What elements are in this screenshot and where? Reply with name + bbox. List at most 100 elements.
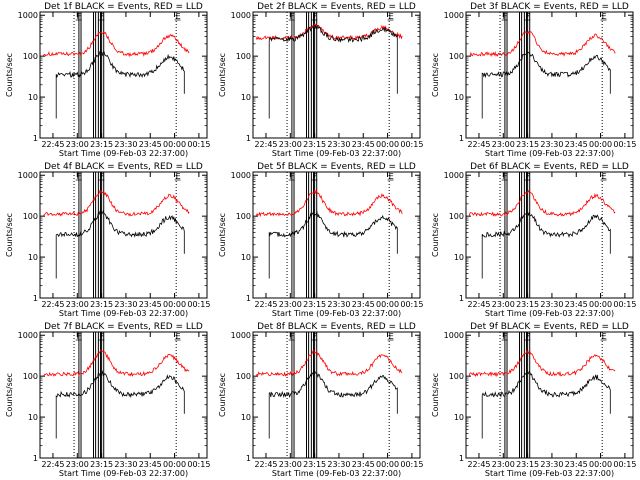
segment-marker: E bbox=[389, 172, 394, 181]
y-axis-label: Counts/sec bbox=[431, 213, 440, 257]
y-tick-label: 1 bbox=[33, 454, 38, 463]
segment-marker: F bbox=[99, 332, 104, 341]
x-tick-label: 23:45 bbox=[139, 300, 162, 309]
y-tick-label: 1 bbox=[33, 134, 38, 143]
y-tick-label: 100 bbox=[23, 212, 38, 221]
x-tick-label: 23:15 bbox=[516, 140, 539, 149]
y-tick-label: 1000 bbox=[444, 171, 464, 180]
x-tick-label: 22:45 bbox=[467, 140, 490, 149]
segment-marker: F bbox=[290, 332, 295, 341]
x-tick-label: 23:30 bbox=[114, 300, 137, 309]
panel-title: Det 2f BLACK = Events, RED = LLD bbox=[257, 2, 416, 12]
y-axis-label: Counts/sec bbox=[218, 373, 227, 417]
segment-marker: F bbox=[503, 12, 508, 21]
y-tick-label: 1000 bbox=[231, 331, 251, 340]
x-tick-label: 23:30 bbox=[327, 460, 350, 469]
plot-frame bbox=[39, 11, 208, 139]
x-tick-label: 22:45 bbox=[467, 300, 490, 309]
segment-marker: F bbox=[77, 12, 82, 21]
events-series-line bbox=[55, 210, 185, 279]
x-tick-label: 23:15 bbox=[303, 140, 326, 149]
segment-marker: E bbox=[602, 332, 607, 341]
events-series-line bbox=[268, 369, 398, 439]
lld-series-line bbox=[42, 31, 190, 58]
x-axis-label: Start Time (09-Feb-03 22:37:00) bbox=[485, 149, 614, 158]
x-tick-label: 00:15 bbox=[613, 300, 636, 309]
segment-marker: F bbox=[312, 12, 317, 21]
detector-panel-5: Det 5f BLACK = Events, RED = LLD 1 10 100 10… bbox=[218, 162, 423, 318]
x-tick-label: 22:45 bbox=[254, 460, 277, 469]
x-tick-label: 23:00 bbox=[66, 460, 89, 469]
y-axis-label: Counts/sec bbox=[218, 53, 227, 97]
x-tick-label: 23:45 bbox=[352, 300, 375, 309]
y-tick-label: 100 bbox=[449, 372, 464, 381]
x-tick-label: 23:15 bbox=[516, 460, 539, 469]
x-tick-label: 00:00 bbox=[163, 460, 186, 469]
lld-series-line bbox=[42, 349, 190, 377]
y-tick-label: 100 bbox=[23, 372, 38, 381]
x-tick-label: 23:15 bbox=[90, 460, 113, 469]
y-tick-label: 1 bbox=[246, 294, 251, 303]
x-tick-label: 00:00 bbox=[589, 300, 612, 309]
detector-panel-9: Det 9f BLACK = Events, RED = LLD 1 10 100 10… bbox=[431, 322, 636, 478]
segment-marker: F bbox=[503, 332, 508, 341]
y-tick-label: 10 bbox=[28, 93, 38, 102]
x-tick-label: 22:45 bbox=[41, 300, 64, 309]
x-tick-label: 00:00 bbox=[376, 140, 399, 149]
y-tick-label: 1000 bbox=[444, 331, 464, 340]
x-tick-label: 00:15 bbox=[187, 300, 210, 309]
y-tick-label: 100 bbox=[236, 372, 251, 381]
x-tick-label: 23:15 bbox=[303, 300, 326, 309]
plot-frame bbox=[252, 331, 421, 459]
x-tick-label: 23:45 bbox=[565, 140, 588, 149]
y-tick-label: 1000 bbox=[18, 11, 38, 20]
y-axis-label: Counts/sec bbox=[431, 373, 440, 417]
plot-frame bbox=[465, 331, 634, 459]
detector-panel-1: Det 1f BLACK = Events, RED = LLD 1 10 100 10… bbox=[5, 2, 210, 158]
x-tick-label: 23:30 bbox=[540, 140, 563, 149]
x-tick-label: 23:00 bbox=[66, 300, 89, 309]
x-tick-label: 00:15 bbox=[400, 140, 423, 149]
segment-marker: E bbox=[602, 172, 607, 181]
y-tick-label: 1 bbox=[459, 454, 464, 463]
panel-title: Det 9f BLACK = Events, RED = LLD bbox=[470, 322, 629, 332]
segment-marker: F bbox=[312, 332, 317, 341]
lld-series-line bbox=[42, 189, 190, 217]
y-tick-label: 1000 bbox=[231, 11, 251, 20]
panel-title: Det 4f BLACK = Events, RED = LLD bbox=[44, 162, 203, 172]
segment-marker: E bbox=[176, 332, 181, 341]
x-tick-label: 23:00 bbox=[66, 140, 89, 149]
y-tick-label: 10 bbox=[241, 93, 251, 102]
plot-frame bbox=[252, 171, 421, 299]
x-tick-label: 23:45 bbox=[139, 460, 162, 469]
x-tick-label: 00:00 bbox=[589, 460, 612, 469]
y-axis-label: Counts/sec bbox=[218, 213, 227, 257]
y-axis-label: Counts/sec bbox=[5, 53, 14, 97]
segment-marker: F bbox=[99, 172, 104, 181]
y-tick-label: 100 bbox=[23, 52, 38, 61]
x-tick-label: 22:45 bbox=[41, 140, 64, 149]
lld-series-line bbox=[255, 189, 403, 218]
x-tick-label: 23:30 bbox=[327, 300, 350, 309]
y-axis-label: Counts/sec bbox=[431, 53, 440, 97]
x-axis-label: Start Time (09-Feb-03 22:37:00) bbox=[59, 149, 188, 158]
y-tick-label: 1000 bbox=[444, 11, 464, 20]
y-tick-label: 10 bbox=[28, 413, 38, 422]
x-axis-label: Start Time (09-Feb-03 22:37:00) bbox=[272, 469, 401, 478]
plot-frame bbox=[252, 11, 421, 139]
x-tick-label: 00:15 bbox=[613, 460, 636, 469]
segment-marker: F bbox=[312, 172, 317, 181]
x-tick-label: 23:00 bbox=[279, 300, 302, 309]
segment-marker: F bbox=[77, 172, 82, 181]
x-tick-label: 23:15 bbox=[90, 140, 113, 149]
x-tick-label: 00:15 bbox=[187, 460, 210, 469]
plot-frame bbox=[39, 331, 208, 459]
y-tick-label: 100 bbox=[449, 52, 464, 61]
x-tick-label: 23:30 bbox=[114, 460, 137, 469]
detector-panel-7: Det 7f BLACK = Events, RED = LLD 1 10 100 10… bbox=[5, 322, 210, 478]
y-tick-label: 10 bbox=[241, 413, 251, 422]
x-tick-label: 23:30 bbox=[540, 300, 563, 309]
x-tick-label: 22:45 bbox=[41, 460, 64, 469]
y-tick-label: 100 bbox=[236, 52, 251, 61]
